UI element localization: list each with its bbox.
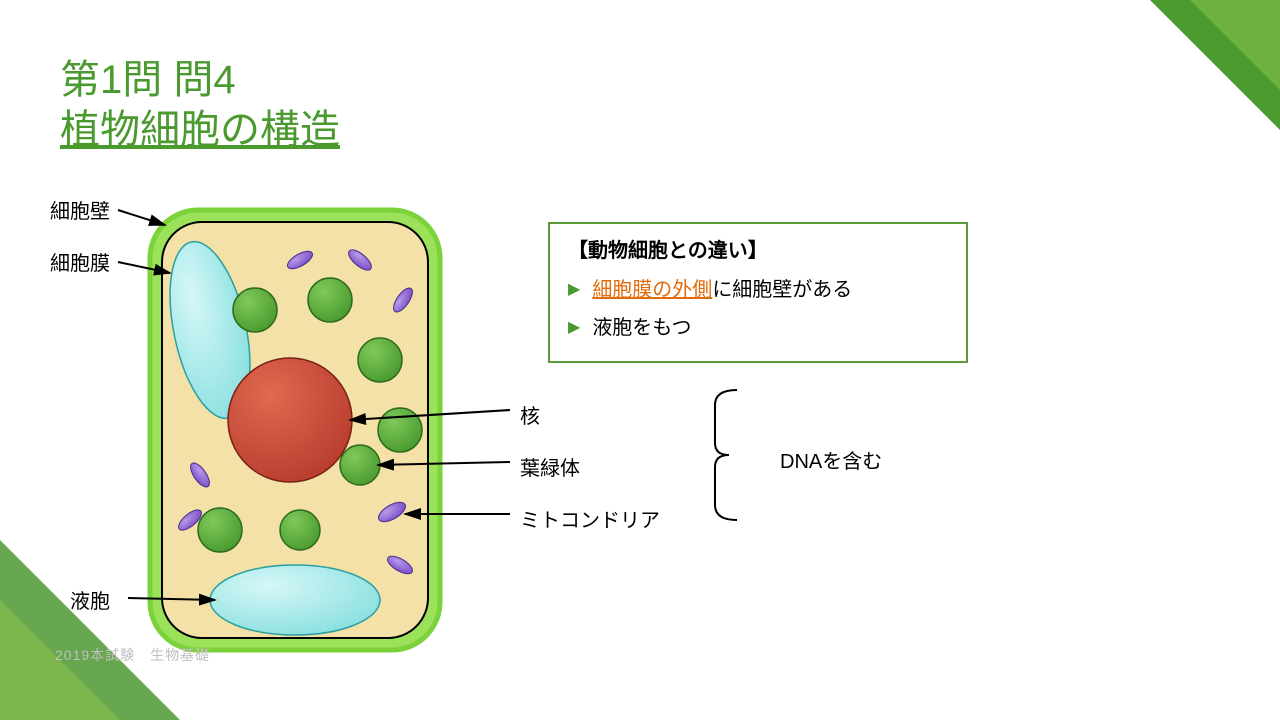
info-item-1: ▶ 細胞膜の外側に細胞壁がある [568, 271, 948, 309]
info-box-title: 【動物細胞との違い】 [568, 234, 948, 263]
info-item-2: ▶ 液胞をもつ [568, 309, 948, 347]
label-mitochondria: ミトコンドリア [520, 504, 660, 533]
label-cell-membrane: 細胞膜 [50, 247, 110, 276]
slide: 第1問 問4 植物細胞の構造 細胞壁 細胞膜 核 葉緑体 ミトコンドリア 液胞 … [0, 0, 1280, 720]
footer-text: 2019本試験 生物基礎 [55, 645, 210, 665]
label-vacuole: 液胞 [70, 585, 110, 614]
info-item-2-text: 液胞をもつ [592, 309, 691, 347]
info-item-1-rest: に細胞壁がある [712, 279, 852, 301]
label-dna: DNAを含む [780, 445, 882, 474]
bullet-icon: ▶ [568, 275, 580, 305]
info-item-1-highlight: 細胞膜の外側 [592, 279, 712, 301]
label-cell-wall: 細胞壁 [50, 195, 110, 224]
label-nucleus: 核 [520, 400, 540, 429]
info-item-1-text: 細胞膜の外側に細胞壁がある [592, 271, 852, 309]
label-chloroplast: 葉緑体 [520, 452, 580, 481]
bullet-icon: ▶ [568, 313, 580, 343]
info-box: 【動物細胞との違い】 ▶ 細胞膜の外側に細胞壁がある ▶ 液胞をもつ [548, 222, 968, 363]
